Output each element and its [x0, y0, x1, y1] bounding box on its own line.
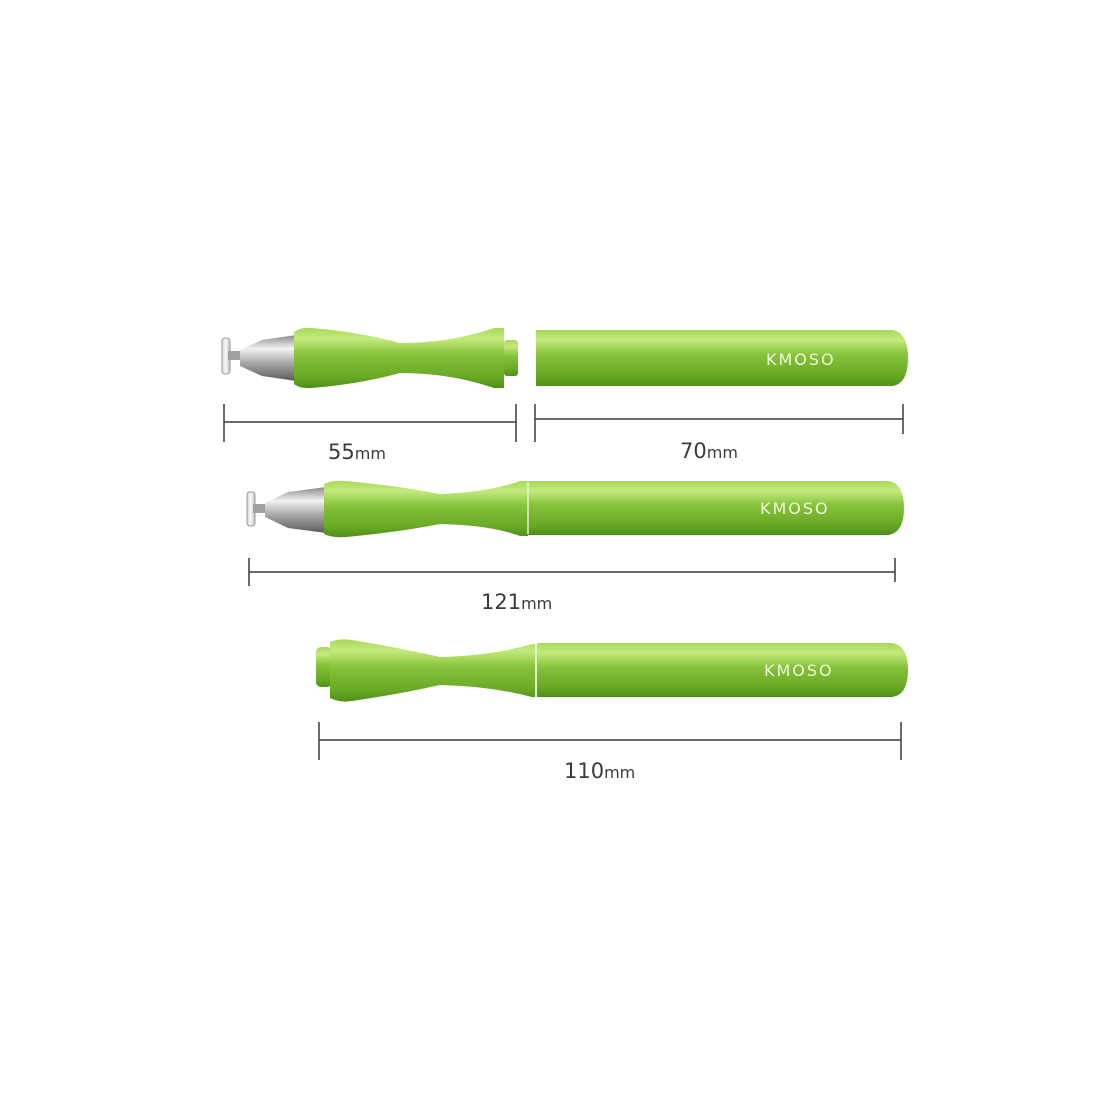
front-section: [221, 327, 518, 389]
dimension-open: [248, 558, 896, 586]
metal-cone: [265, 487, 326, 533]
dimension-label-closed: 110mm: [564, 759, 635, 783]
assembled-closed-pen: KMOSO: [316, 639, 908, 702]
metal-cone: [240, 335, 296, 381]
dimension-value: 70: [680, 439, 707, 463]
dimension-value: 121: [481, 590, 521, 614]
dimension-label-front: 55mm: [328, 440, 386, 464]
brand-logo: KMOSO: [760, 499, 830, 518]
dimension-value: 110: [564, 759, 604, 783]
brand-logo: KMOSO: [766, 350, 836, 369]
dimension-front: [223, 404, 517, 442]
assembled-open-pen: KMOSO: [246, 480, 904, 538]
brand-logo: KMOSO: [764, 661, 834, 680]
dimension-label-cap: 70mm: [680, 439, 738, 463]
dimension-unit: mm: [355, 444, 386, 463]
barrel-body: [528, 481, 904, 535]
dimension-unit: mm: [604, 763, 635, 782]
dimension-closed: [318, 722, 902, 760]
dimension-label-open: 121mm: [481, 590, 552, 614]
dimension-cap: [534, 404, 904, 442]
dimension-unit: mm: [707, 443, 738, 462]
grip-body: [294, 327, 504, 389]
grip-body: [330, 639, 538, 702]
dimension-unit: mm: [521, 594, 552, 613]
cap-section: KMOSO: [536, 330, 908, 386]
cap-body: [536, 330, 908, 386]
barrel-body: [538, 643, 908, 697]
dimension-value: 55: [328, 440, 355, 464]
grip-body: [324, 480, 528, 538]
